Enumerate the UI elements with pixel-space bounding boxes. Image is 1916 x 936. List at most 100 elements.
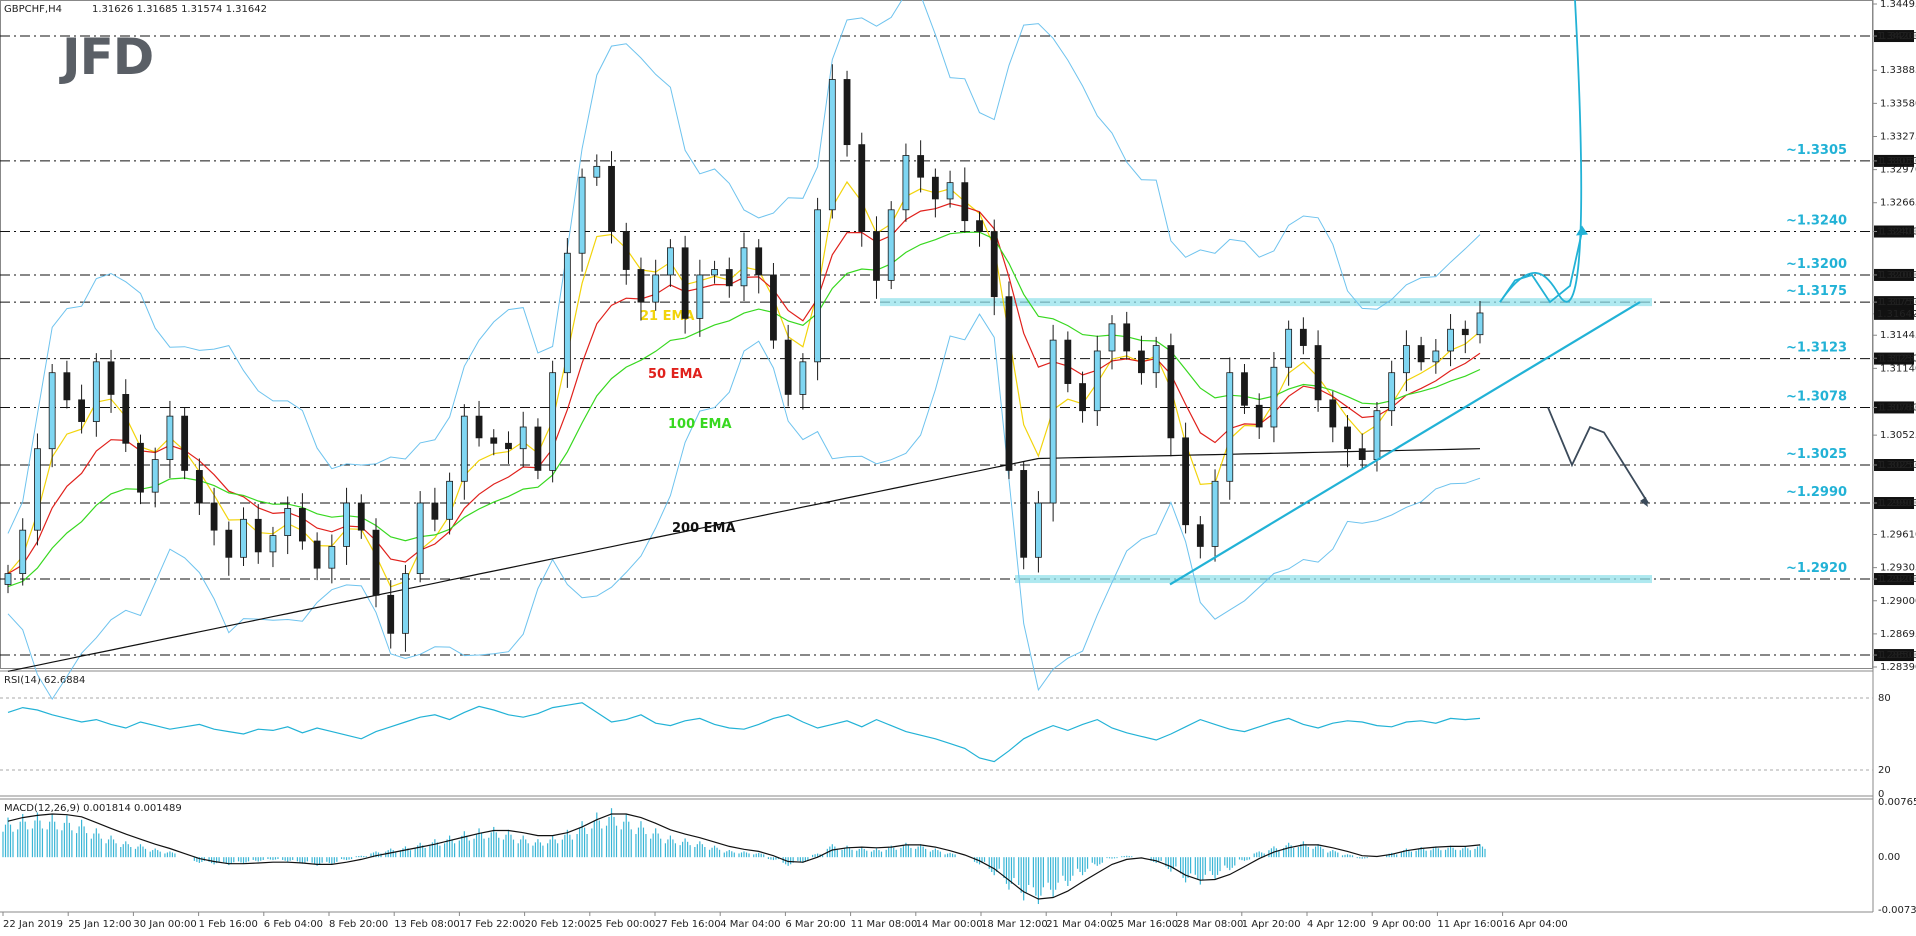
macd-axis-label: 0.007659 <box>1878 797 1916 808</box>
time-tick-label: 22 Jan 2019 <box>3 919 63 930</box>
price-tick-label: 1.31445 <box>1880 330 1916 341</box>
candle-body <box>1373 410 1381 460</box>
level-label: ~1.3305 <box>1786 143 1847 158</box>
level-axis-value: 1.31230 <box>1877 354 1916 365</box>
level-label: ~1.3123 <box>1786 341 1847 356</box>
time-tick-label: 27 Feb 16:00 <box>655 919 721 930</box>
time-tick-label: 17 Feb 22:00 <box>459 919 525 930</box>
annotations <box>1169 0 1649 586</box>
level-label: ~1.3175 <box>1786 284 1847 299</box>
time-tick-label: 14 Mar 00:00 <box>916 919 983 930</box>
candle-body <box>1079 383 1086 412</box>
time-tick-label: 11 Mar 08:00 <box>851 919 918 930</box>
candle-body <box>1476 312 1484 336</box>
candle-body <box>1123 323 1131 352</box>
bollinger-upper-band <box>7 0 1481 534</box>
bollinger-lower-band <box>7 313 1481 701</box>
candle-body <box>858 144 866 232</box>
candle-body <box>622 231 630 270</box>
time-tick-label: 8 Feb 20:00 <box>329 919 388 930</box>
level-axis-value: 1.31750 <box>1877 297 1916 308</box>
price-tick-label: 1.32400 <box>1880 227 1916 238</box>
price-tick-label: 1.30780 <box>1880 402 1916 413</box>
ema-label: 50 EMA <box>648 367 703 382</box>
price-tick-label: 1.31233 <box>1880 353 1916 364</box>
candle-body <box>1020 470 1028 558</box>
price-tick-label: 1.30525 <box>1880 430 1916 441</box>
macd-axis-label: 0.00 <box>1878 852 1900 863</box>
candle-body <box>1108 323 1116 352</box>
candle-body <box>946 182 954 200</box>
candlesticks <box>4 64 1484 652</box>
candle-body <box>593 165 601 178</box>
bullish-projection-arrow <box>1499 231 1583 304</box>
level-axis-flag <box>1874 30 1914 43</box>
candle-body <box>784 339 792 395</box>
level-label: ~1.3025 <box>1786 447 1847 462</box>
candle-body <box>284 508 292 536</box>
candle-body <box>1314 345 1322 401</box>
candle-body <box>1403 345 1410 374</box>
time-tick-label: 4 Apr 12:00 <box>1307 919 1366 930</box>
rsi-line <box>7 702 1481 763</box>
price-tick-label: 1.32000 <box>1880 270 1916 281</box>
candle-body <box>534 426 542 471</box>
support-resistance-levels: 1.34200 1.33050 ~1.3305 1.32400 ~1.3240 1.320… <box>0 30 1916 662</box>
candle-body <box>166 415 174 460</box>
candle-body <box>475 415 483 439</box>
candle-body <box>1241 372 1248 406</box>
time-tick-label: 13 Feb 08:00 <box>394 919 460 930</box>
time-tick-label: 28 Mar 08:00 <box>1177 919 1244 930</box>
candle-body <box>711 269 718 276</box>
price-tick-label: 1.29900 <box>1880 498 1916 509</box>
candle-body <box>460 415 468 482</box>
candle-body <box>990 231 998 298</box>
candle-body <box>328 546 336 569</box>
candle-body <box>1270 366 1278 428</box>
time-tick-label: 25 Feb 00:00 <box>590 919 656 930</box>
candle-body <box>48 372 56 450</box>
candle-body <box>814 209 821 363</box>
level-axis-value: 1.32400 <box>1877 227 1916 238</box>
price-tick-label: 1.32970 <box>1880 165 1916 176</box>
time-tick-label: 25 Mar 16:00 <box>1111 919 1178 930</box>
candle-body <box>387 594 395 634</box>
time-tick-label: 9 Apr 00:00 <box>1372 919 1431 930</box>
time-tick-label: 25 Jan 12:00 <box>68 919 131 930</box>
candle-body <box>34 448 41 531</box>
candle-body <box>828 79 836 211</box>
candle-body <box>1358 448 1366 460</box>
time-tick-label: 1 Apr 20:00 <box>1242 919 1301 930</box>
time-axis: 22 Jan 2019 25 Jan 12:00 30 Jan 00:00 1 Feb… <box>2 912 1568 930</box>
level-label: ~1.3078 <box>1786 389 1847 404</box>
price-tick-label: 1.28695 <box>1880 629 1916 640</box>
candle-body <box>1344 426 1351 450</box>
rsi-axis-label: 20 <box>1878 765 1891 776</box>
candle-body <box>78 399 85 422</box>
candle-body <box>843 79 851 146</box>
level-axis-flag <box>1874 296 1914 309</box>
bearish-arrowhead <box>1640 497 1648 508</box>
candle-body <box>696 274 704 319</box>
candle-body <box>770 274 777 341</box>
candle-body <box>961 182 969 222</box>
ema-label: 100 EMA <box>668 417 732 432</box>
candle-body <box>1211 480 1219 547</box>
candle-body <box>1152 345 1160 374</box>
candle-body <box>799 361 807 395</box>
candle-body <box>1182 437 1189 526</box>
candle-body <box>137 442 144 493</box>
bearish-projection-arrow <box>1547 407 1649 504</box>
level-axis-value: 1.28500 <box>1877 650 1916 661</box>
time-tick-label: 18 Mar 12:00 <box>981 919 1048 930</box>
candle-body <box>107 361 115 395</box>
level-zone <box>1015 575 1652 584</box>
level-axis-flag <box>1874 497 1914 510</box>
price-tick-label: 1.29200 <box>1880 574 1916 585</box>
macd-signal-line <box>7 813 1481 900</box>
ema-100-line <box>7 231 1481 588</box>
price-tick-label: 1.32665 <box>1880 198 1916 209</box>
time-tick-label: 6 Feb 04:00 <box>264 919 323 930</box>
candle-body <box>195 470 203 504</box>
